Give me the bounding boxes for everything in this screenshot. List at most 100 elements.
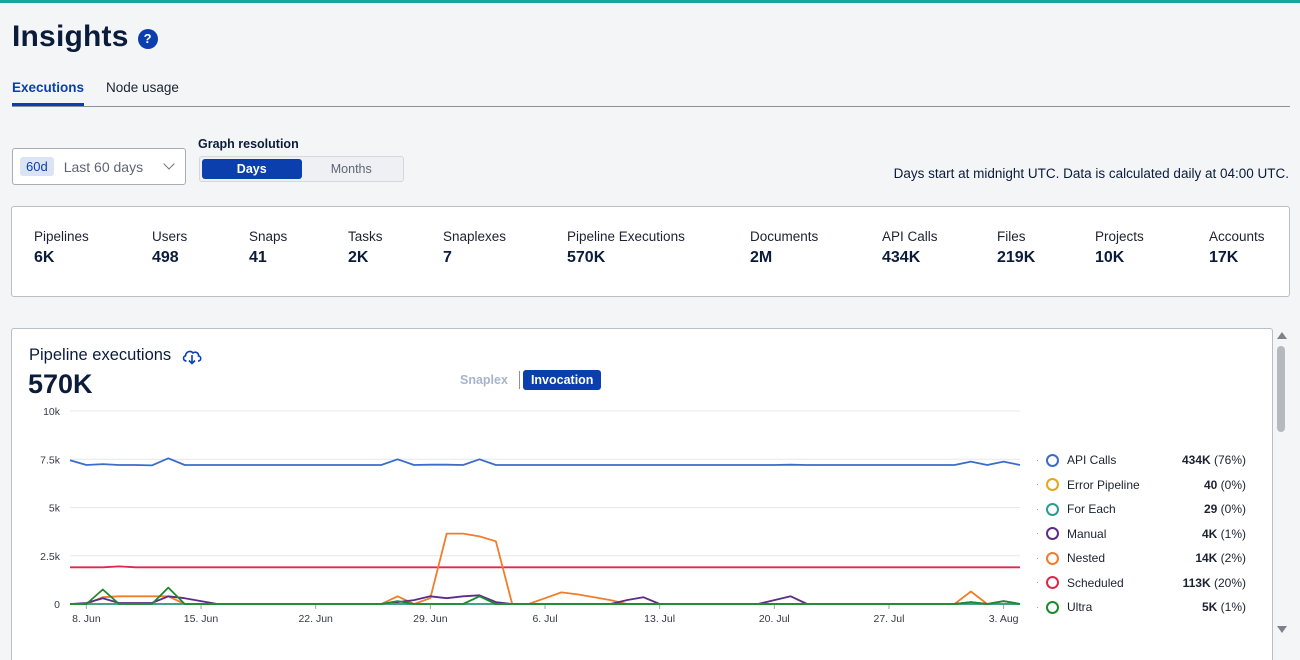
legend-series-name: Ultra (1067, 600, 1093, 615)
legend-bullet: · (1036, 602, 1039, 612)
y-tick-label: 0 (54, 599, 60, 611)
series-line-ultra (70, 586, 1021, 605)
stat-pipelines: Pipelines 6K (34, 229, 89, 267)
legend-bullet: · (1036, 553, 1039, 563)
legend-bullet: · (1036, 529, 1039, 539)
stat-value: 570K (567, 249, 606, 266)
legend-item[interactable]: · Error Pipeline 40 (0%) (1036, 473, 1246, 498)
stat-value: 41 (249, 249, 267, 266)
stats-card: Pipelines 6K Users 498 Snaps 41 Tasks 2K… (11, 206, 1290, 297)
tab-bar: Executions Node usage (12, 80, 1290, 107)
legend-circle-icon (1046, 502, 1059, 516)
chart-title: Pipeline executions (29, 346, 172, 364)
stat-value: 7 (443, 249, 452, 266)
arrow-up-icon[interactable] (1277, 332, 1287, 339)
stat-value: 2K (348, 249, 369, 266)
stat-label: Snaplexes (443, 229, 507, 244)
legend-item[interactable]: · Manual 4K (1%) (1036, 522, 1246, 547)
view-invocation-button[interactable]: Invocation (522, 370, 602, 390)
legend-series-name: Error Pipeline (1067, 477, 1140, 492)
date-range-label: Last 60 days (63, 158, 144, 175)
legend-series-total: 5K (1%) (1201, 600, 1246, 615)
tab-executions[interactable]: Executions (12, 80, 85, 106)
scroll-thumb[interactable] (1277, 346, 1285, 432)
view-snaplex-button[interactable]: Snaplex (460, 373, 508, 387)
series-line-scheduled (70, 565, 1020, 569)
stat-value: 10K (1095, 249, 1125, 266)
legend-circle-icon (1046, 478, 1059, 492)
legend-series-total: 14K (2%) (1195, 551, 1246, 566)
stat-value: 2M (750, 249, 773, 266)
x-tick-label: 20. Jul (759, 613, 790, 625)
chart-legend: · API Calls 434K (76%) · Error Pipeline 40 (0… (1036, 448, 1246, 620)
stat-label: Pipelines (34, 229, 89, 244)
stat-value: 434K (882, 249, 921, 266)
legend-bullet: · (1036, 455, 1039, 465)
chart-scrollbar[interactable] (1274, 328, 1290, 660)
x-tick-label: 3. Aug (989, 613, 1019, 625)
stat-value: 219K (997, 249, 1036, 266)
legend-series-name: Scheduled (1067, 575, 1124, 590)
x-tick-label: 6. Jul (532, 613, 557, 625)
legend-series-name: For Each (1067, 502, 1116, 517)
page-header: Insights ? (12, 20, 158, 54)
page-title: Insights (12, 20, 129, 53)
question-circle-icon[interactable]: ? (137, 28, 158, 49)
legend-series-total: 40 (0%) (1203, 477, 1246, 492)
resolution-days-button[interactable]: Days (202, 159, 302, 179)
x-tick-label: 29. Jun (413, 613, 448, 625)
graph-resolution-toggle: Days Months (199, 156, 404, 182)
y-tick-label: 5k (49, 503, 61, 515)
x-tick-label: 8. Jun (72, 613, 101, 625)
arrow-down-icon[interactable] (1277, 626, 1287, 633)
legend-circle-icon (1046, 527, 1059, 541)
stat-value: 6K (34, 249, 55, 266)
stat-label: Tasks (348, 229, 383, 244)
chart-total: 570K (28, 369, 93, 399)
legend-bullet: · (1036, 504, 1039, 514)
legend-item[interactable]: · Nested 14K (2%) (1036, 546, 1246, 571)
stat-users: Users 498 (152, 229, 187, 267)
tab-node-usage[interactable]: Node usage (106, 80, 179, 95)
stat-label: Files (997, 229, 1026, 244)
legend-item[interactable]: · For Each 29 (0%) (1036, 497, 1246, 522)
stat-label: API Calls (882, 229, 938, 244)
series-line-api-calls (69, 457, 1021, 467)
x-tick-label: 22. Jun (298, 613, 333, 625)
x-tick-label: 27. Jul (873, 613, 904, 625)
legend-circle-icon (1046, 551, 1059, 565)
legend-series-total: 4K (1%) (1201, 526, 1246, 541)
y-tick-label: 2.5k (40, 551, 61, 563)
x-tick-label: 13. Jul (644, 613, 675, 625)
legend-series-name: Manual (1067, 526, 1107, 541)
stat-accounts: Accounts 17K (1209, 229, 1265, 267)
legend-series-total: 113K (20%) (1182, 575, 1246, 590)
graph-resolution-label: Graph resolution (198, 137, 299, 151)
legend-circle-icon (1046, 576, 1059, 590)
stat-documents: Documents 2M (750, 229, 818, 267)
series-line-nested (70, 532, 1020, 605)
top-accent-bar (0, 0, 1300, 3)
legend-item[interactable]: · Ultra 5K (1%) (1036, 595, 1246, 620)
chevron-down-icon (163, 158, 175, 170)
stat-projects: Projects 10K (1095, 229, 1144, 267)
stat-snaplexes: Snaplexes 7 (443, 229, 506, 267)
series-line-manual (69, 594, 1021, 605)
stat-snaps: Snaps 41 (249, 229, 287, 267)
view-toggle: Snaplex Invocation (452, 370, 602, 390)
cloud-download-icon[interactable] (181, 347, 203, 365)
legend-bullet: · (1036, 578, 1039, 588)
stat-label: Accounts (1209, 229, 1265, 244)
legend-circle-icon (1046, 600, 1059, 614)
legend-bullet: · (1036, 480, 1039, 490)
stat-label: Pipeline Executions (567, 229, 685, 244)
legend-series-total: 29 (0%) (1203, 502, 1246, 517)
legend-item[interactable]: · Scheduled 113K (20%) (1036, 571, 1246, 596)
resolution-months-button[interactable]: Months (330, 162, 372, 176)
chart-title-row: Pipeline executions (29, 346, 203, 365)
utc-note: Days start at midnight UTC. Data is calc… (893, 166, 1289, 181)
legend-item[interactable]: · API Calls 434K (76%) (1036, 448, 1246, 473)
y-tick-label: 7.5k (40, 454, 61, 466)
legend-series-total: 434K (76%) (1181, 453, 1246, 468)
date-range-select[interactable]: 60d Last 60 days (12, 148, 186, 185)
